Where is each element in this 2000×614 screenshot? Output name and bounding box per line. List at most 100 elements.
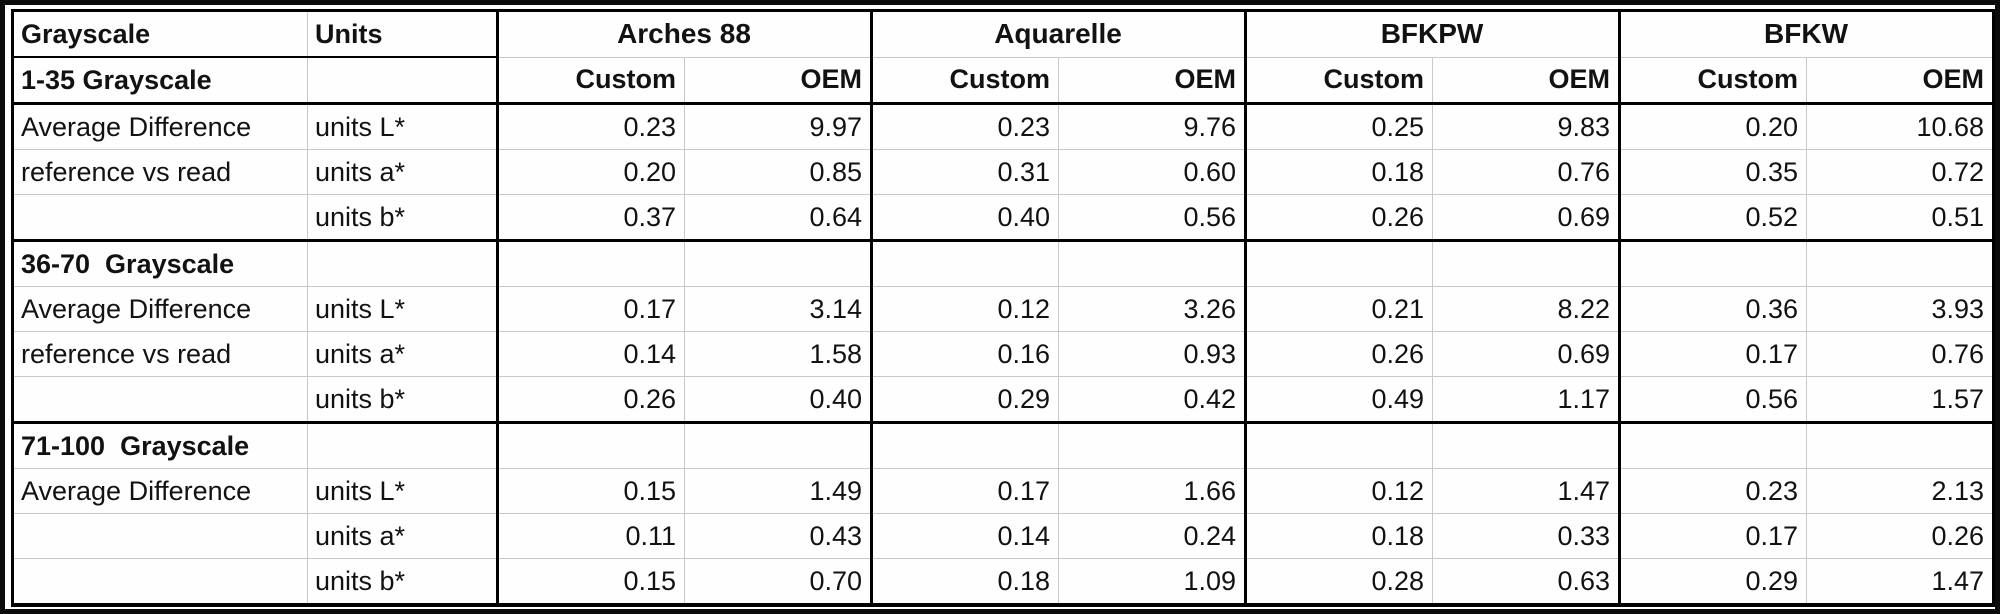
value-cell: 0.56 <box>1058 194 1247 241</box>
blank-cell <box>1618 239 1808 287</box>
value-cell: 1.49 <box>684 468 872 514</box>
group-header-arches-88: Arches 88 <box>496 10 872 58</box>
value-cell: 0.36 <box>1618 286 1808 332</box>
value-cell: 0.16 <box>870 331 1059 377</box>
value-cell: 9.97 <box>684 103 872 150</box>
blank-cell <box>307 421 498 469</box>
value-cell: 0.17 <box>1618 513 1808 559</box>
value-cell: 0.11 <box>496 513 685 559</box>
value-cell: 0.21 <box>1244 286 1434 332</box>
header-row-subcolumns: 1-35 Grayscale Custom OEM Custom OEM Cus… <box>12 57 1995 105</box>
blank-cell <box>870 421 1059 469</box>
value-cell: 0.23 <box>496 103 685 150</box>
blank-cell <box>1432 421 1621 469</box>
value-cell: 0.26 <box>1244 194 1434 241</box>
row-label: reference vs read <box>12 149 308 195</box>
subheader-oem: OEM <box>1806 57 1995 105</box>
value-cell: 0.31 <box>870 149 1059 195</box>
unit-cell: units b* <box>307 558 498 606</box>
blank-cell <box>1058 421 1247 469</box>
row-label: reference vs read <box>12 331 308 377</box>
blank-cell <box>1244 421 1434 469</box>
blank-cell <box>307 57 498 105</box>
value-cell: 9.83 <box>1432 103 1621 150</box>
value-cell: 10.68 <box>1806 103 1995 150</box>
value-cell: 0.35 <box>1618 149 1808 195</box>
blank-cell <box>307 239 498 287</box>
value-cell: 0.69 <box>1432 194 1621 241</box>
data-row: Average Difference units L* 0.15 1.49 0.… <box>12 468 1995 514</box>
unit-cell: units L* <box>307 103 498 150</box>
subheader-custom: Custom <box>870 57 1059 105</box>
value-cell: 0.56 <box>1618 376 1808 423</box>
value-cell: 1.09 <box>1058 558 1247 606</box>
section-title: 71-100 Grayscale <box>12 421 308 469</box>
value-cell: 0.60 <box>1058 149 1247 195</box>
blank-cell <box>1806 421 1995 469</box>
value-cell: 0.52 <box>1618 194 1808 241</box>
value-cell: 0.12 <box>1244 468 1434 514</box>
value-cell: 0.20 <box>496 149 685 195</box>
value-cell: 1.66 <box>1058 468 1247 514</box>
value-cell: 1.47 <box>1806 558 1995 606</box>
value-cell: 0.49 <box>1244 376 1434 423</box>
subheader-custom: Custom <box>1244 57 1434 105</box>
value-cell: 0.85 <box>684 149 872 195</box>
value-cell: 0.29 <box>1618 558 1808 606</box>
value-cell: 0.42 <box>1058 376 1247 423</box>
subheader-oem: OEM <box>1058 57 1247 105</box>
blank-cell <box>1618 421 1808 469</box>
value-cell: 0.12 <box>870 286 1059 332</box>
blank-cell <box>870 239 1059 287</box>
header-row-groups: Grayscale Units Arches 88 Aquarelle BFKP… <box>12 10 1995 58</box>
value-cell: 0.23 <box>1618 468 1808 514</box>
row-label <box>12 558 308 606</box>
value-cell: 0.23 <box>870 103 1059 150</box>
unit-cell: units a* <box>307 331 498 377</box>
value-cell: 1.58 <box>684 331 872 377</box>
data-row: reference vs read units a* 0.14 1.58 0.1… <box>12 331 1995 377</box>
section-header-row: 71-100 Grayscale <box>12 421 1995 469</box>
data-row: units b* 0.26 0.40 0.29 0.42 0.49 1.17 0… <box>12 376 1995 423</box>
section-header-row: 36-70 Grayscale <box>12 239 1995 287</box>
row-label: Average Difference <box>12 103 308 150</box>
value-cell: 0.14 <box>870 513 1059 559</box>
blank-cell <box>1806 239 1995 287</box>
value-cell: 0.26 <box>1806 513 1995 559</box>
blank-cell <box>684 239 872 287</box>
data-row: Average Difference units L* 0.23 9.97 0.… <box>12 103 1995 150</box>
col-header-grayscale: Grayscale <box>12 10 308 58</box>
data-row: Average Difference units L* 0.17 3.14 0.… <box>12 286 1995 332</box>
section-title: 1-35 Grayscale <box>12 57 308 105</box>
value-cell: 0.15 <box>496 558 685 606</box>
value-cell: 0.72 <box>1806 149 1995 195</box>
value-cell: 0.37 <box>496 194 685 241</box>
value-cell: 0.76 <box>1432 149 1621 195</box>
value-cell: 0.29 <box>870 376 1059 423</box>
blank-cell <box>496 239 685 287</box>
value-cell: 0.18 <box>1244 513 1434 559</box>
value-cell: 0.17 <box>1618 331 1808 377</box>
value-cell: 0.43 <box>684 513 872 559</box>
group-header-bfkw: BFKW <box>1618 10 1995 58</box>
blank-cell <box>1244 239 1434 287</box>
group-header-aquarelle: Aquarelle <box>869 10 1247 58</box>
subheader-oem: OEM <box>684 57 872 105</box>
value-cell: 0.93 <box>1058 331 1247 377</box>
value-cell: 0.18 <box>1244 149 1434 195</box>
value-cell: 0.40 <box>870 194 1059 241</box>
row-label <box>12 513 308 559</box>
unit-cell: units a* <box>307 149 498 195</box>
section-title: 36-70 Grayscale <box>12 239 308 287</box>
value-cell: 1.57 <box>1806 376 1995 423</box>
value-cell: 0.28 <box>1244 558 1434 606</box>
value-cell: 0.63 <box>1432 558 1621 606</box>
data-row: units b* 0.37 0.64 0.40 0.56 0.26 0.69 0… <box>12 194 1995 241</box>
value-cell: 2.13 <box>1806 468 1995 514</box>
data-row: units b* 0.15 0.70 0.18 1.09 0.28 0.63 0… <box>12 558 1995 606</box>
unit-cell: units a* <box>307 513 498 559</box>
value-cell: 0.70 <box>684 558 872 606</box>
blank-cell <box>1432 239 1621 287</box>
blank-cell <box>1058 239 1247 287</box>
